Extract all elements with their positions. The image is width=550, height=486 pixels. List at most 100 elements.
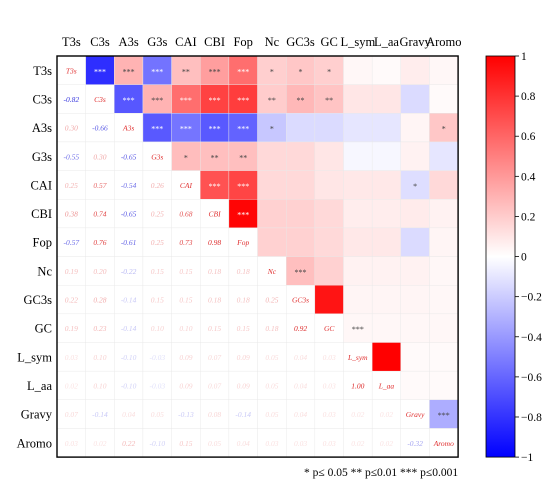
colorbar-tick-label: −0.4: [521, 332, 542, 344]
coefficient-label: 0.05: [208, 439, 221, 448]
coefficient-label: 0.26: [151, 181, 164, 190]
heatmap-cell: [200, 313, 230, 343]
heatmap-cell: [228, 141, 258, 171]
significance-stars: **: [182, 67, 190, 76]
coefficient-label: -0.14: [92, 410, 108, 419]
heatmap-cell: [228, 285, 258, 315]
coefficient-label: 0.15: [237, 324, 250, 333]
coefficient-label: -0.10: [149, 439, 165, 448]
heatmap-cell: [200, 84, 230, 114]
heatmap-cell: [314, 141, 344, 171]
heatmap-cell: [400, 370, 430, 400]
diagonal-label: Nc: [267, 267, 277, 276]
significance-stars: *: [184, 153, 188, 162]
heatmap-border: [56, 55, 459, 458]
row-label: Nc: [37, 264, 52, 278]
heatmap-cell: [114, 399, 144, 429]
coefficient-label: 0.03: [65, 439, 78, 448]
column-label: L_sym: [340, 35, 375, 49]
diagonal-label: Gravy: [406, 410, 425, 419]
heatmap-cell: [200, 428, 230, 458]
coefficient-label: 0.15: [151, 267, 164, 276]
heatmap-cell: [171, 370, 201, 400]
coefficient-label: 0.07: [208, 353, 221, 362]
row-label: C3s: [33, 92, 53, 106]
heatmap-cell: [142, 342, 172, 372]
colorbar-tick-label: 1: [521, 51, 527, 63]
heatmap-cell: [171, 227, 201, 257]
heatmap-cell: [257, 113, 287, 143]
heatmap-cell: [85, 428, 115, 458]
significance-stars: ***: [180, 96, 192, 105]
heatmap-cell: [343, 113, 373, 143]
heatmap-cell: [343, 199, 373, 229]
diagonal-label: A3s: [122, 124, 134, 133]
coefficient-label: -0.54: [121, 181, 137, 190]
significance-stars: ***: [438, 411, 450, 420]
heatmap-cell: [343, 170, 373, 200]
coefficient-label: 0.23: [93, 324, 106, 333]
colorbar-tick-label: −1: [521, 452, 533, 464]
heatmap-cell: [371, 342, 401, 372]
heatmap-cell: [371, 399, 401, 429]
column-label: CBI: [204, 35, 225, 49]
heatmap-cell: [429, 370, 459, 400]
heatmap-cell: [286, 399, 316, 429]
heatmap-cell: [257, 141, 287, 171]
column-label: GC3s: [286, 35, 315, 49]
coefficient-label: 0.25: [265, 296, 278, 305]
coefficient-label: 0.22: [122, 439, 135, 448]
heatmap-cell: [200, 285, 230, 315]
column-label: Nc: [265, 35, 280, 49]
heatmap-cell: [200, 256, 230, 286]
heatmap-cell: [228, 199, 258, 229]
heatmap-cell: [429, 199, 459, 229]
heatmap-cell: [114, 199, 144, 229]
row-label: G3s: [32, 150, 52, 164]
colorbar-tick-label: −0.8: [521, 412, 542, 424]
heatmap-cell: [257, 55, 287, 85]
diagonal-label: L_aa: [378, 381, 395, 390]
coefficient-label: 0.18: [208, 296, 221, 305]
heatmap-cell: [429, 399, 459, 429]
significance-stars: ***: [209, 67, 221, 76]
coefficient-label: 0.25: [151, 238, 164, 247]
colorbar-tick-label: −0.2: [521, 292, 542, 304]
coefficient-label: 0.02: [65, 381, 78, 390]
heatmap-cell: [400, 256, 430, 286]
coefficient-label: 0.04: [294, 410, 307, 419]
heatmap-cell: [371, 285, 401, 315]
heatmap-cell: [286, 227, 316, 257]
row-label: A3s: [32, 121, 52, 135]
significance-stars: ***: [94, 67, 106, 76]
coefficient-label: 0.19: [65, 267, 78, 276]
colorbar-tick-label: 0.8: [521, 91, 536, 103]
coefficient-label: 0.05: [151, 410, 164, 419]
row-label: GC3s: [24, 293, 53, 307]
heatmap-cell: [371, 84, 401, 114]
coefficient-label: 0.15: [208, 324, 221, 333]
column-label: GC: [320, 35, 337, 49]
heatmap-cell: [286, 313, 316, 343]
coefficient-label: 0.15: [151, 296, 164, 305]
coefficient-label: 0.30: [65, 124, 78, 133]
heatmap-cell: [171, 113, 201, 143]
heatmap-cell: [142, 428, 172, 458]
heatmap-cell: [85, 313, 115, 343]
coefficient-label: 0.08: [208, 410, 221, 419]
heatmap-cell: [171, 199, 201, 229]
significance-stars: ***: [209, 96, 221, 105]
column-label: A3s: [119, 35, 139, 49]
heatmap-cell: [171, 342, 201, 372]
heatmap-cell: [142, 199, 172, 229]
significance-stars: ***: [151, 96, 163, 105]
colorbar-tick-label: −0.6: [521, 372, 542, 384]
heatmap-cell: [314, 199, 344, 229]
coefficient-label: 0.18: [208, 267, 221, 276]
colorbar: [485, 55, 516, 458]
heatmap-cell: [429, 141, 459, 171]
heatmap-cell: [343, 285, 373, 315]
heatmap-cell: [400, 199, 430, 229]
coefficient-label: 0.03: [323, 410, 336, 419]
